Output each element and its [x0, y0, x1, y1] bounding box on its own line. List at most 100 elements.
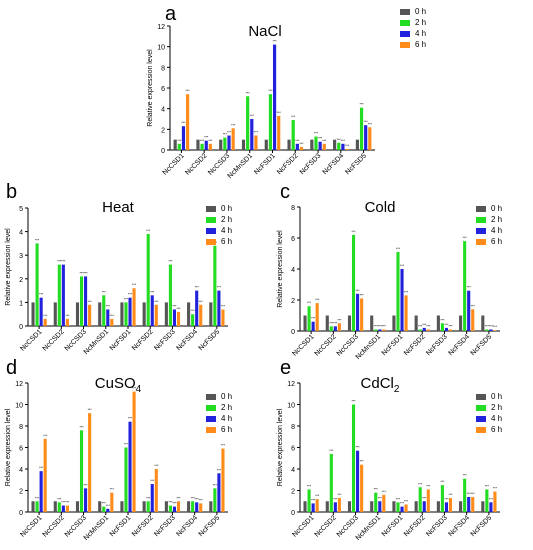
bar-NcFSD2-0h — [142, 302, 146, 326]
bar-NcCSD2-4h — [204, 140, 208, 150]
bar-NcCSD2-6h — [337, 498, 341, 512]
bar-NcFSD3-4h — [444, 502, 449, 512]
bar-NcCSD1-0h — [303, 501, 307, 512]
significance-mark: *** — [168, 260, 173, 264]
bar-NcCSD3-2h — [79, 276, 84, 326]
x-tick-label: NcFSD3 — [153, 514, 177, 538]
bar-NcCSD3-0h — [219, 139, 223, 150]
significance-mark: *** — [110, 488, 115, 492]
significance-mark: *** — [307, 301, 312, 305]
legend-swatch — [476, 228, 486, 234]
significance-mark: *** — [195, 497, 200, 501]
bar-NcFSD5-6h — [368, 127, 372, 150]
bar-NcMnSD1-0h — [241, 139, 246, 150]
bar-NcCSD3-6h — [231, 128, 235, 150]
y-tick-label: 6 — [291, 446, 295, 453]
legend-label: 6 h — [491, 425, 502, 434]
bar-NcFSD5-6h — [221, 448, 225, 512]
bar-NcFSD2-4h — [422, 327, 426, 331]
bar-NcCSD1-0h — [303, 315, 307, 331]
y-tick-label: 10 — [157, 45, 165, 52]
significance-mark: *** — [57, 497, 62, 501]
bar-NcFSD2-0h — [287, 139, 291, 150]
significance-mark: *** — [356, 289, 361, 293]
significance-mark: *** — [221, 444, 226, 448]
x-tick-label: NcCSD1 — [162, 152, 186, 176]
significance-mark: *** — [315, 494, 320, 498]
significance-mark: *** — [172, 304, 177, 308]
bar-NcFSD3-2h — [314, 136, 318, 150]
bar-NcCSD3-6h — [88, 304, 92, 326]
significance-mark: *** — [489, 497, 494, 501]
significance-mark: *** — [368, 122, 373, 126]
bar-NcFSD2-0h — [142, 501, 146, 512]
bar-NcFSD1-4h — [272, 44, 277, 150]
significance-mark: *** — [299, 142, 304, 146]
significance-mark: *** — [333, 321, 338, 325]
bar-NcFSD1-0h — [392, 315, 396, 331]
significance-mark: *** — [360, 293, 365, 297]
significance-mark: *** — [418, 482, 423, 486]
panel-a-title: NaCl — [248, 23, 281, 40]
x-tick-label: NcFSD5 — [198, 328, 222, 352]
y-tick-label: 2 — [291, 489, 295, 496]
significance-mark: *** — [204, 136, 209, 140]
bar-NcFSD5-2h — [213, 245, 217, 326]
y-tick-label: 6 — [19, 446, 23, 453]
significance-mark: *** — [39, 293, 44, 297]
legend-label: 2 h — [221, 403, 232, 412]
x-tick-label: NcFSD4 — [447, 333, 471, 357]
bar-NcCSD2-4h — [333, 326, 337, 331]
x-tick-label: NcFSD5 — [470, 514, 494, 538]
bar-NcCSD2-0h — [325, 315, 329, 331]
bar-NcFSD2-0h — [414, 315, 418, 331]
bar-NcCSD3-0h — [347, 315, 352, 331]
bar-NcFSD1-6h — [404, 504, 408, 512]
bar-NcFSD2-6h — [426, 489, 430, 512]
significance-mark: *** — [79, 425, 84, 429]
significance-mark: *** — [471, 304, 476, 308]
bar-NcFSD1-2h — [396, 251, 400, 331]
y-tick-label: 0 — [291, 510, 295, 517]
bar-NcMnSD1-6h — [110, 318, 114, 326]
significance-mark: *** — [186, 89, 191, 93]
significance-mark: *** — [315, 298, 320, 302]
bar-NcFSD2-4h — [295, 143, 299, 150]
significance-mark: *** — [65, 314, 70, 318]
bar-NcFSD1-4h — [400, 269, 404, 331]
bar-NcFSD1-2h — [124, 302, 128, 326]
bar-NcFSD1-0h — [392, 501, 396, 512]
bar-NcFSD3-0h — [436, 315, 440, 331]
bar-NcCSD1-6h — [186, 94, 190, 150]
bar-NcFSD1-6h — [404, 295, 408, 331]
y-tick-label: 6 — [291, 236, 295, 243]
significance-mark: *** — [231, 123, 236, 127]
bar-NcFSD2-2h — [418, 329, 422, 331]
bar-NcCSD2-0h — [196, 139, 200, 150]
bar-NcMnSD1-6h — [110, 492, 114, 512]
bar-NcCSD2-2h — [329, 326, 333, 331]
significance-mark: *** — [43, 314, 48, 318]
bar-NcCSD1-0h — [173, 139, 177, 150]
bar-NcCSD2-4h — [61, 264, 65, 326]
bar-NcFSD1-2h — [124, 447, 128, 512]
bar-NcFSD3-6h — [448, 498, 453, 512]
x-tick-label: NcCSD2 — [314, 333, 338, 357]
bar-NcFSD4-2h — [191, 314, 195, 326]
significance-mark: *** — [378, 324, 383, 328]
significance-mark: *** — [333, 497, 338, 501]
bar-NcCSD3-2h — [223, 137, 227, 150]
bar-NcFSD5-6h — [221, 309, 225, 326]
significance-mark: *** — [396, 497, 401, 501]
y-tick-label: 3 — [19, 253, 23, 260]
legend-swatch — [206, 239, 216, 245]
legend-swatch — [400, 20, 410, 26]
y-tick-label: 2 — [19, 277, 23, 284]
x-tick-label: NcCSD2 — [42, 328, 66, 352]
significance-mark: *** — [250, 114, 255, 118]
significance-mark: *** — [448, 493, 453, 497]
significance-mark: *** — [132, 283, 137, 287]
bar-NcFSD3-6h — [322, 143, 326, 150]
bar-NcFSD4-6h — [345, 148, 349, 150]
legend-label: 6 h — [491, 237, 502, 246]
